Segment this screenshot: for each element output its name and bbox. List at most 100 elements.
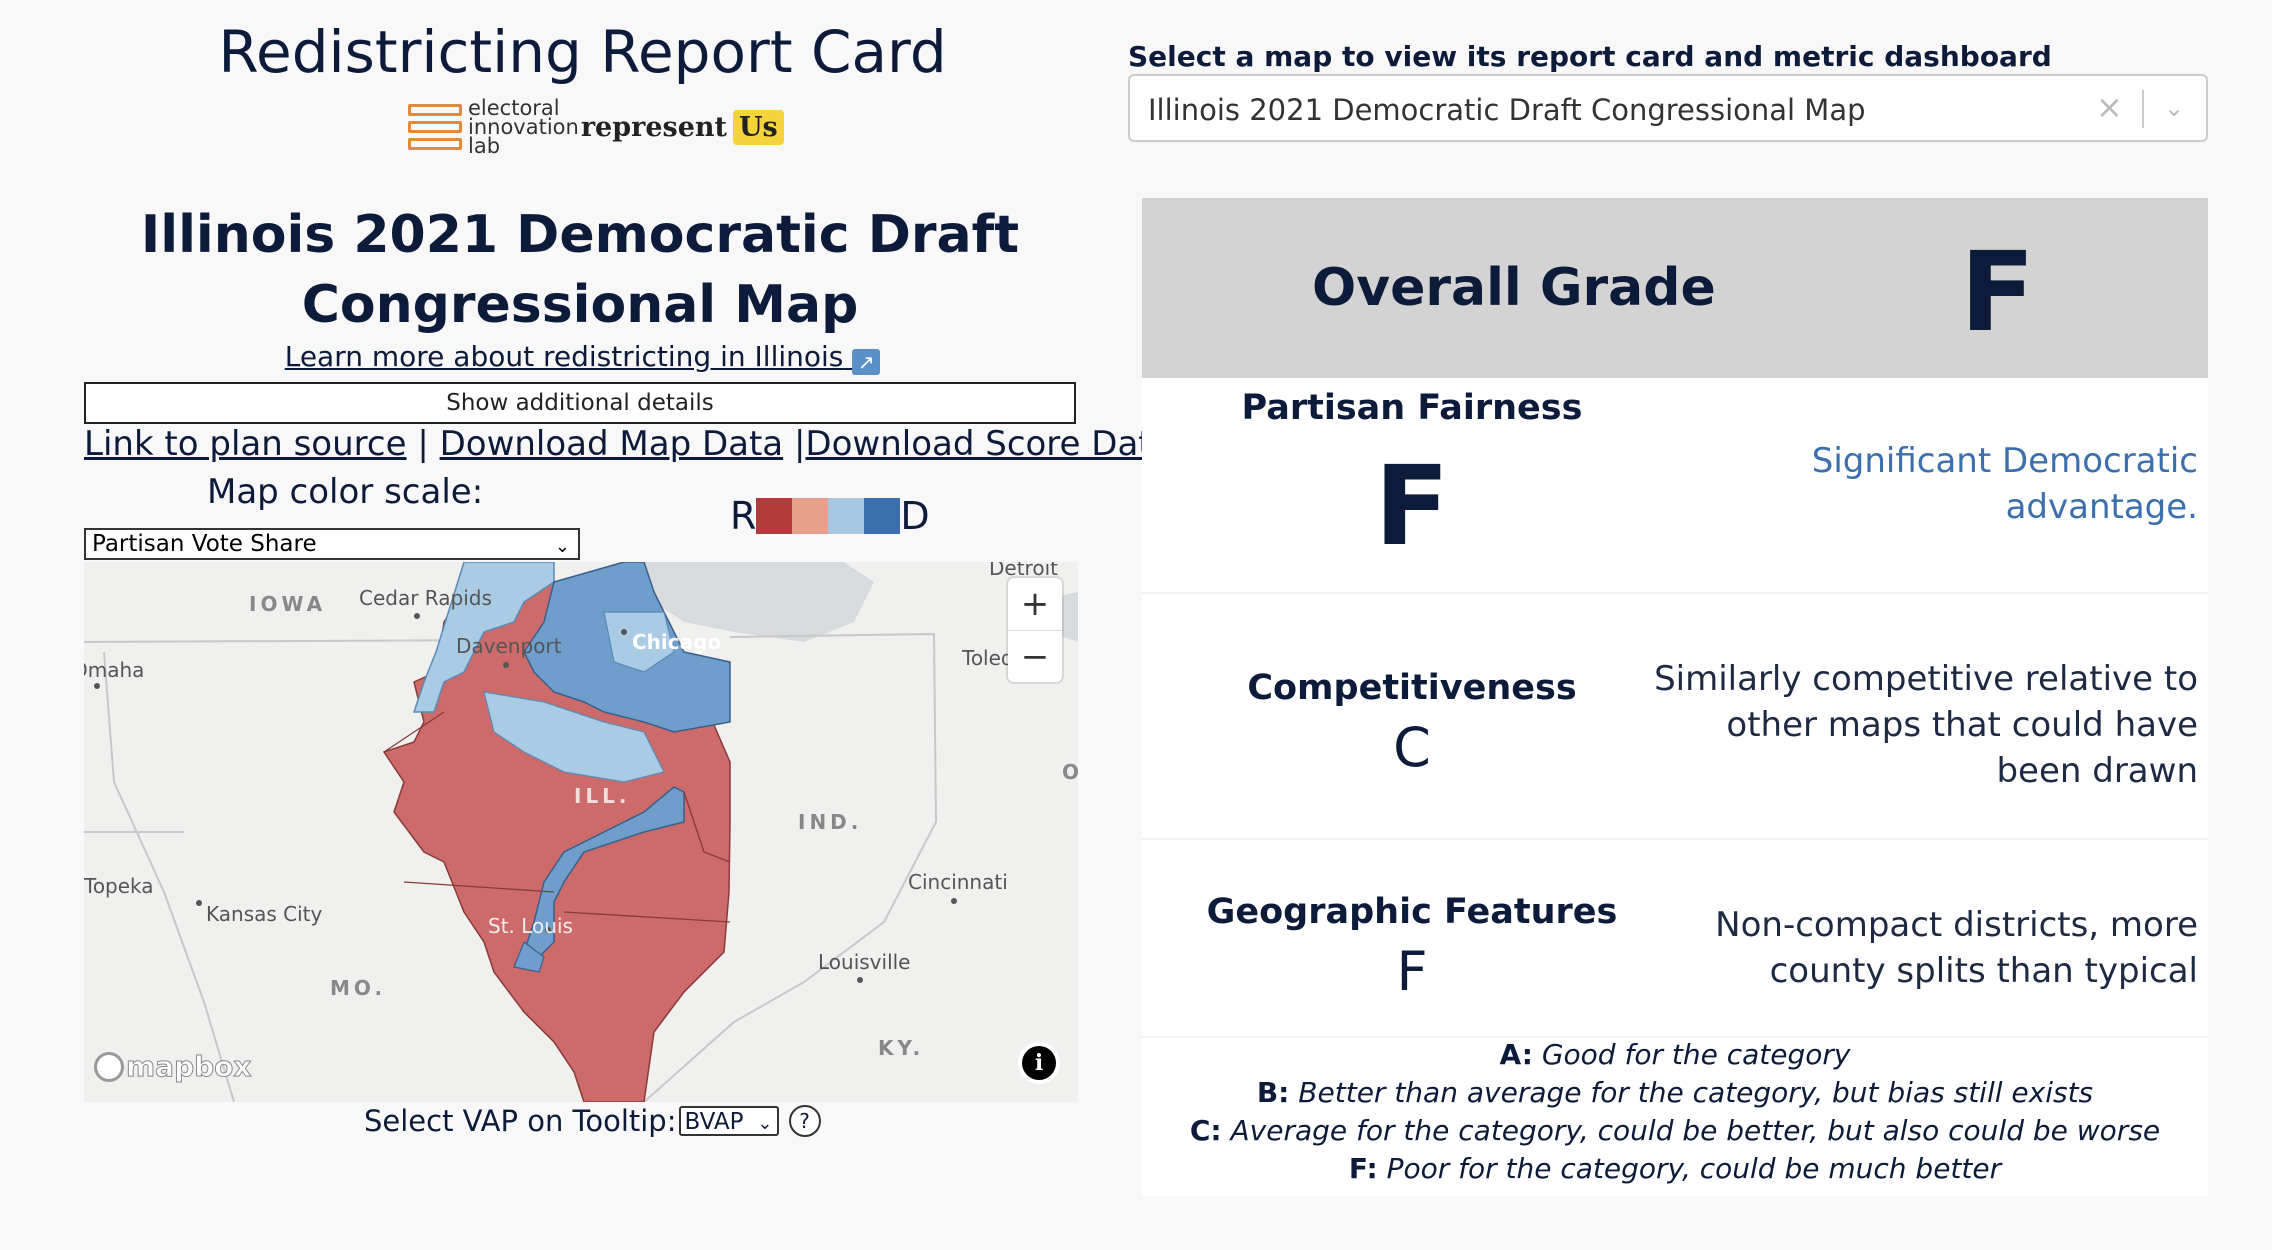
grade-legend-text: Better than average for the category, bu…	[1298, 1076, 2094, 1109]
zoom-out-button[interactable]: −	[1020, 637, 1050, 677]
category-name-partisan-fairness: Partisan Fairness	[1241, 388, 1583, 428]
state-borders	[84, 632, 937, 1102]
map-label-louisville: Louisville	[818, 950, 911, 974]
legend-democratic-label: D	[900, 494, 930, 538]
vap-label: Select VAP on Tooltip:	[364, 1104, 677, 1138]
download-score-data-link[interactable]: Download Score Data	[805, 424, 1173, 464]
grade-legend-b: B: Better than average for the category,…	[1142, 1074, 2208, 1112]
category-row-competitiveness	[1142, 592, 2208, 840]
download-links: Link to plan source | Download Map Data …	[84, 424, 1172, 464]
learn-more-row: Learn more about redistricting in Illino…	[0, 340, 1165, 375]
legend-swatch-strong-r	[756, 498, 793, 534]
represent-us-wordmark: represent	[580, 111, 727, 143]
map-label-chicago: Chicago	[632, 630, 722, 654]
eil-logo-line-1: electoral	[468, 95, 560, 120]
map-selector-value: Illinois 2021 Democratic Draft Congressi…	[1148, 93, 1866, 127]
category-desc-partisan-fairness: Significant Democratic advantage.	[1811, 441, 2198, 527]
color-scale-legend: R D	[730, 494, 930, 538]
plan-title: Illinois 2021 Democratic Draft Congressi…	[140, 205, 1020, 335]
district-lean-d-chicago[interactable]	[603, 611, 675, 673]
district-borders	[383, 711, 731, 923]
map-canvas	[84, 562, 1078, 1102]
map-selector-dropdown[interactable]: Illinois 2021 Democratic Draft Congressi…	[1128, 74, 2208, 142]
vap-selector-row: Select VAP on Tooltip: BVAP ⌄ ?	[364, 1104, 821, 1138]
category-name-competitiveness: Competitiveness	[1247, 668, 1577, 708]
zoom-in-button[interactable]: +	[1008, 578, 1062, 631]
download-map-data-link[interactable]: Download Map Data	[439, 424, 784, 464]
grade-legend-letter: B:	[1256, 1076, 1290, 1109]
plan-source-link[interactable]: Link to plan source	[84, 424, 407, 464]
color-scale-selected: Partisan Vote Share	[92, 531, 317, 557]
external-link-icon: ↗	[852, 349, 881, 375]
district-lean-d-west[interactable]	[483, 691, 665, 783]
mapbox-wordmark: mapbox	[125, 1050, 252, 1084]
link-separator: |	[406, 424, 440, 464]
learn-more-link[interactable]: Learn more about redistricting in Illino…	[284, 340, 881, 375]
grade-legend-text: Poor for the category, could be much bet…	[1386, 1152, 2002, 1185]
grade-legend: A: Good for the category B: Better than …	[1142, 1036, 2208, 1188]
selector-divider	[2142, 90, 2144, 128]
show-additional-details-button[interactable]: Show additional details	[84, 382, 1076, 424]
app-title: Redistricting Report Card	[218, 18, 947, 86]
partner-logos: electoral innovation lab represent Us	[408, 96, 784, 158]
overall-grade-label: Overall Grade	[1312, 258, 1716, 318]
category-desc-competitiveness: Similarly competitive relative to other …	[1654, 659, 2198, 791]
report-card: Overall Grade F Partisan Fairness F Sign…	[1142, 198, 2208, 1196]
map-label-missouri: MO.	[330, 976, 387, 1000]
legend-swatch-strong-d	[864, 498, 901, 534]
city-markers	[94, 613, 957, 983]
district-map[interactable]: IOWA Cedar Rapids Davenport Chicago Detr…	[84, 562, 1078, 1102]
map-label-detroit: Detroit	[989, 562, 1058, 580]
overall-grade-row: Overall Grade F	[1142, 198, 2208, 378]
grade-legend-f: F: Poor for the category, could be much …	[1142, 1150, 2208, 1188]
category-name-geographic-features: Geographic Features	[1206, 892, 1618, 932]
vap-help-icon[interactable]: ?	[788, 1105, 821, 1137]
lake-michigan	[644, 562, 874, 642]
map-label-topeka: Topeka	[84, 874, 154, 898]
grade-legend-letter: A:	[1499, 1038, 1533, 1071]
category-row-partisan-fairness	[1142, 378, 2208, 594]
map-label-omaha: Omaha	[84, 658, 145, 682]
map-label-cincinnati: Cincinnati	[908, 870, 1008, 894]
clear-selection-icon[interactable]: ×	[2096, 88, 2123, 126]
map-label-davenport: Davenport	[456, 634, 562, 658]
represent-us-logo[interactable]: represent Us	[580, 109, 784, 145]
overall-grade-value: F	[1960, 228, 2036, 356]
district-strong-d-metro-east[interactable]	[513, 941, 545, 973]
color-scale-select[interactable]: Partisan Vote Share ⌄	[84, 528, 580, 560]
chevron-down-icon: ⌄	[757, 1113, 773, 1134]
grade-legend-text: Average for the category, could be bette…	[1230, 1114, 2161, 1147]
grade-legend-letter: F:	[1348, 1152, 1378, 1185]
electoral-innovation-lab-logo[interactable]: electoral innovation lab	[408, 95, 579, 158]
color-scale-label: Map color scale:	[207, 472, 484, 512]
vap-select[interactable]: BVAP ⌄	[678, 1106, 779, 1136]
grade-legend-a: A: Good for the category	[1142, 1036, 2208, 1074]
zoom-controls: + −	[1008, 578, 1062, 682]
map-label-indiana: IND.	[798, 810, 863, 834]
learn-more-label: Learn more about redistricting in Illino…	[284, 340, 844, 373]
map-info-button[interactable]: i	[1022, 1046, 1056, 1080]
map-label-kentucky: KY.	[878, 1036, 925, 1060]
chevron-down-icon[interactable]: ⌄	[2164, 94, 2185, 122]
grade-legend-c: C: Average for the category, could be be…	[1142, 1112, 2208, 1150]
district-strong-d-central[interactable]	[523, 786, 685, 964]
legend-swatch-lean-r	[792, 498, 829, 534]
chevron-down-icon: ⌄	[554, 536, 570, 557]
mapbox-icon	[94, 1051, 124, 1082]
link-separator: |	[783, 424, 806, 464]
category-row-geographic-features	[1142, 838, 2208, 1038]
category-grade-competitiveness: C	[1393, 716, 1431, 779]
map-selector-label: Select a map to view its report card and…	[1128, 40, 2052, 73]
map-label-kansas-city: Kansas City	[206, 902, 323, 926]
map-label-iowa: IOWA	[249, 592, 327, 616]
map-label-cedar-rapids: Cedar Rapids	[359, 586, 492, 610]
represent-us-badge: Us	[733, 109, 784, 145]
vap-selected: BVAP	[684, 1109, 744, 1135]
legend-republican-label: R	[730, 494, 757, 538]
legend-swatch-lean-d	[828, 498, 865, 534]
server-stack-icon	[408, 104, 462, 150]
eil-logo-line-3: lab	[468, 133, 501, 158]
mapbox-logo[interactable]: mapbox	[94, 1050, 252, 1084]
map-label-st-louis: St. Louis	[488, 914, 573, 938]
map-label-ohio: O	[1062, 760, 1078, 784]
